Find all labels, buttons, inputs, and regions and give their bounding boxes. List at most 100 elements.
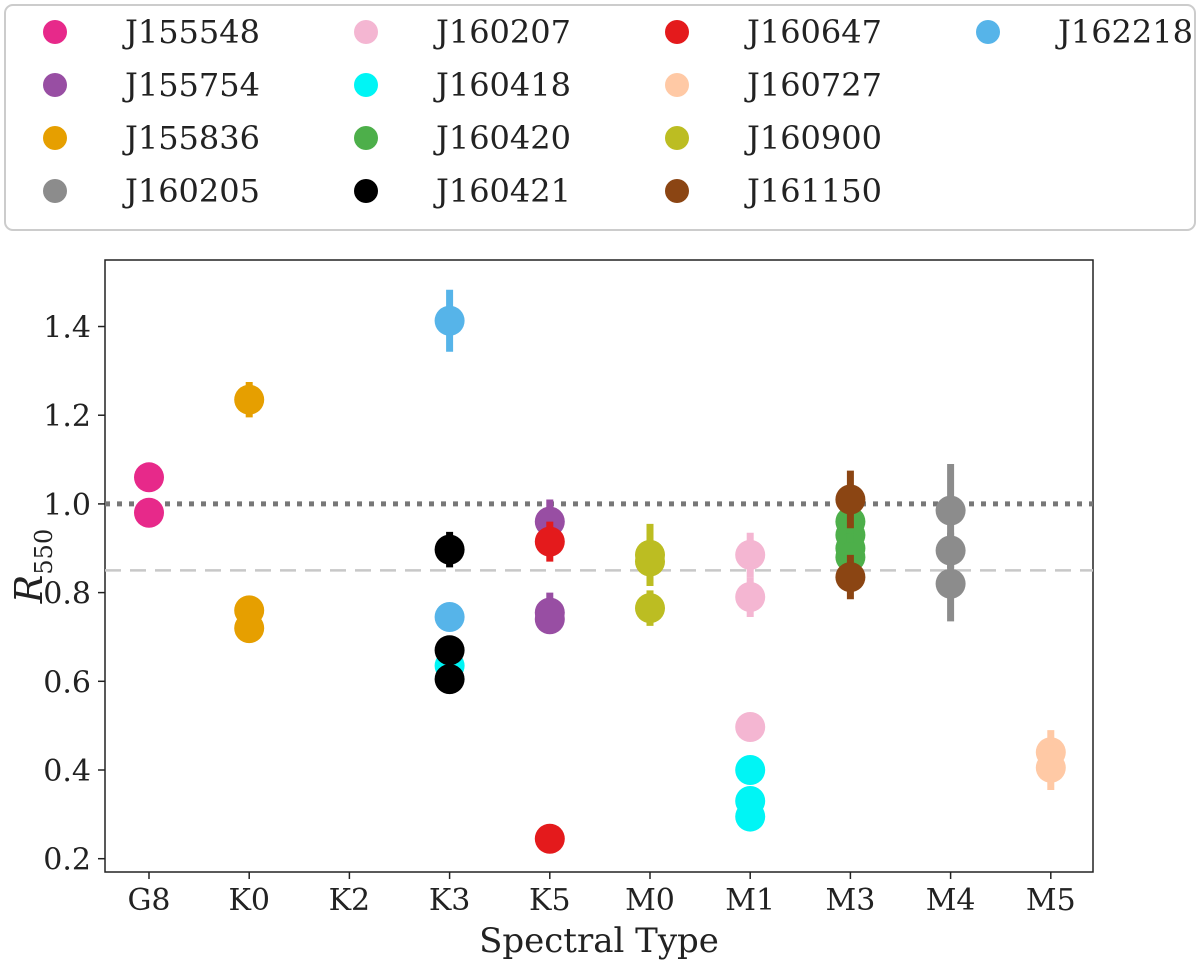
- data-point: [434, 635, 465, 666]
- data-point: [835, 484, 866, 515]
- legend-label: J160420: [433, 119, 571, 157]
- legend-entry-J160207: J160207: [354, 13, 571, 51]
- y-axis-label-subscript: 550: [30, 529, 58, 575]
- legend-entry-J155754: J155754: [43, 66, 260, 104]
- data-point: [434, 602, 465, 632]
- data-point: [735, 755, 766, 785]
- x-tick-label: K0: [228, 883, 270, 918]
- series-J162218: [434, 289, 465, 632]
- series-J160421: [434, 531, 465, 695]
- data-point: [434, 534, 465, 565]
- y-tick-label: 0.6: [43, 665, 91, 700]
- x-tick-label: M3: [825, 883, 875, 918]
- series-J160647: [534, 521, 565, 854]
- legend-entry-J160900: J160900: [665, 119, 882, 157]
- legend-label: J160421: [433, 172, 571, 210]
- y-tick-label: 0.8: [43, 577, 91, 612]
- legend-entry-J161150: J161150: [665, 172, 882, 210]
- legend-marker: [665, 20, 689, 44]
- legend-entry-J160418: J160418: [354, 66, 571, 104]
- y-tick-label: 0.2: [43, 843, 91, 878]
- series-J160900: [635, 523, 665, 626]
- y-tick-label: 1.2: [43, 399, 91, 434]
- series-J160418: [434, 650, 766, 832]
- x-tick-label: M1: [725, 883, 775, 918]
- series-J155836: [234, 381, 265, 644]
- y-axis-label-main: R: [7, 575, 51, 605]
- legend-label: J160205: [122, 172, 260, 210]
- legend-entry-J162218: J162218: [976, 13, 1193, 51]
- plot-frame: [104, 259, 1094, 873]
- legend-entry-J160420: J160420: [354, 119, 571, 157]
- legend-label: J162218: [1055, 13, 1193, 51]
- legend-marker: [354, 126, 378, 150]
- legend-marker: [976, 20, 1000, 44]
- legend-marker: [665, 179, 689, 203]
- series-J160727: [1035, 730, 1066, 790]
- legend-label: J160900: [744, 119, 882, 157]
- data-point: [735, 711, 766, 742]
- legend-label: J155836: [122, 119, 260, 157]
- legend-marker: [43, 73, 67, 97]
- series-J160207: [735, 532, 766, 742]
- data-point: [134, 462, 164, 493]
- data-point: [735, 539, 766, 570]
- data-point: [434, 664, 465, 695]
- y-tick-label: 1.4: [43, 311, 91, 346]
- legend-entry-J160421: J160421: [354, 172, 571, 210]
- data-point: [234, 613, 265, 644]
- legend-label: J160418: [433, 66, 571, 104]
- data-point: [534, 823, 565, 854]
- data-point: [134, 497, 164, 528]
- legend-entry-J160647: J160647: [665, 13, 882, 51]
- legend-label: J161150: [744, 172, 882, 210]
- legend-marker: [665, 126, 689, 150]
- data-point: [635, 593, 665, 624]
- data-point: [234, 384, 265, 415]
- legend-frame: [4, 4, 1196, 231]
- x-axis-label: Spectral Type: [479, 921, 719, 960]
- legend-marker: [354, 20, 378, 44]
- data-point: [935, 568, 966, 599]
- legend-entry-J160205: J160205: [43, 172, 260, 210]
- x-tick-label: M4: [926, 883, 976, 918]
- legend-entry-J155836: J155836: [43, 119, 260, 157]
- x-tick-label: K5: [529, 883, 571, 918]
- data-point: [534, 604, 565, 635]
- legend-marker: [43, 179, 67, 203]
- legend-label: J160727: [744, 66, 882, 104]
- data-point: [534, 526, 565, 557]
- y-axis-label: R550: [7, 529, 58, 604]
- legend-marker: [665, 73, 689, 97]
- series-J155548: [134, 462, 164, 528]
- legend-marker: [43, 20, 67, 44]
- legend-label: J160207: [433, 13, 571, 51]
- data-point: [835, 562, 866, 593]
- x-tick-label: K3: [429, 883, 471, 918]
- y-tick-label: 1.0: [43, 488, 91, 523]
- series-J155754: [534, 499, 565, 635]
- x-tick-label: K2: [329, 883, 371, 918]
- data-point: [635, 546, 665, 577]
- data-point: [735, 801, 766, 832]
- legend-entry-J155548: J155548: [43, 13, 260, 51]
- legend-marker: [43, 126, 67, 150]
- legend: J155548 J155754 J155836 J160205 J160207 J1604…: [4, 4, 1196, 231]
- legend-label: J155548: [122, 13, 260, 51]
- data-point: [735, 582, 766, 613]
- legend-marker: [354, 73, 378, 97]
- y-tick-label: 0.4: [43, 754, 91, 789]
- x-tick-label: M5: [1026, 883, 1076, 918]
- legend-label: J155754: [122, 66, 260, 104]
- series-J160205: [935, 464, 966, 622]
- x-tick-label: G8: [127, 883, 170, 918]
- x-tick-label: M0: [625, 883, 675, 918]
- legend-label: J160647: [744, 13, 882, 51]
- data-point: [434, 305, 465, 336]
- data-point: [935, 495, 966, 526]
- series-J161150: [835, 470, 866, 600]
- legend-marker: [354, 179, 378, 203]
- legend-entry-J160727: J160727: [665, 66, 882, 104]
- data-point: [1035, 752, 1066, 783]
